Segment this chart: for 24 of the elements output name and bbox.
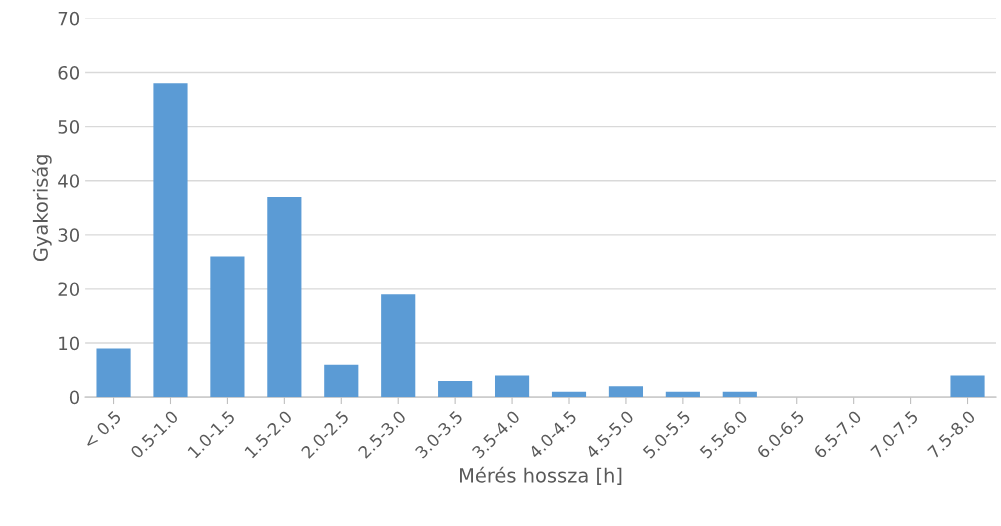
bar (324, 364, 359, 398)
bar (494, 375, 530, 398)
bar (210, 256, 245, 398)
bar (551, 391, 587, 398)
y-tick-label: 40 (58, 174, 80, 188)
y-tick-label: 20 (58, 282, 80, 297)
bar (608, 386, 644, 398)
bar (153, 83, 188, 398)
y-tick-label: 30 (58, 228, 80, 242)
x-axis-title: Mérés hossza [h] (460, 466, 622, 485)
x-tick-label: < 0,5 (82, 410, 123, 451)
bar (381, 294, 416, 398)
y-tick-label: 0 (69, 390, 80, 405)
y-tick-label: 70 (58, 11, 80, 26)
y-axis-title: Gyakoriság (32, 155, 52, 262)
bar (950, 375, 985, 398)
y-tick-label: 60 (58, 65, 80, 80)
bar (722, 391, 757, 398)
bar (438, 380, 473, 398)
bar (267, 196, 302, 398)
y-tick-label: 10 (59, 336, 80, 351)
bar (665, 391, 700, 398)
bar (96, 348, 131, 398)
y-tick-label: 50 (58, 120, 80, 134)
